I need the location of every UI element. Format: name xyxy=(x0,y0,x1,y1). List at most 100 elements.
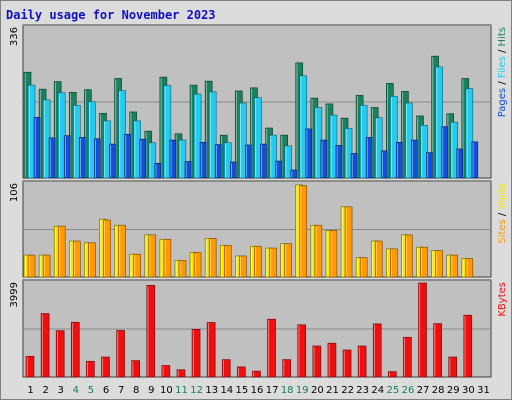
bar-kbytes-day-24 xyxy=(372,323,382,378)
bar-kbytes-day-3 xyxy=(55,330,65,378)
legend-item-pages: Pages xyxy=(497,88,508,117)
x-tick-label-day-2: 2 xyxy=(42,385,48,396)
legend-item-visits: Visits xyxy=(497,183,508,210)
legend-item-sites: Sites xyxy=(497,219,508,243)
bar-pages-day-12 xyxy=(199,141,207,179)
bar-kbytes-day-14 xyxy=(221,359,231,378)
x-tick-label-day-28: 28 xyxy=(432,385,445,396)
chart-title: Daily usage for November 2023 xyxy=(6,8,216,22)
bar-pages-day-1 xyxy=(33,116,41,179)
bar-files-day-11 xyxy=(178,139,187,179)
bar-files-day-17 xyxy=(269,134,277,179)
bar-pages-day-5 xyxy=(94,138,101,179)
bar-pages-day-4 xyxy=(78,137,86,179)
bar-kbytes-day-18 xyxy=(282,359,291,378)
bar-pages-day-21 xyxy=(335,145,343,179)
bar-sites-day-27 xyxy=(420,246,428,278)
legend-bottom: KBytes xyxy=(497,282,508,317)
bar-sites-day-2 xyxy=(42,254,51,278)
x-tick-label-day-15: 15 xyxy=(236,385,249,396)
bar-kbytes-day-25 xyxy=(388,371,397,378)
bar-sites-day-16 xyxy=(254,245,262,278)
bar-sites-day-29 xyxy=(450,254,459,278)
bar-pages-day-30 xyxy=(471,141,479,179)
bar-sites-day-10 xyxy=(163,238,172,278)
bar-kbytes-day-6 xyxy=(101,356,110,378)
bar-files-day-12 xyxy=(193,93,202,179)
x-tick-label-day-22: 22 xyxy=(341,385,354,396)
bar-kbytes-day-22 xyxy=(342,349,352,378)
bar-sites-day-23 xyxy=(359,257,368,278)
bar-files-day-15 xyxy=(239,102,247,179)
bar-pages-day-6 xyxy=(109,143,116,179)
x-tick-label-day-24: 24 xyxy=(371,385,384,396)
bar-sites-day-13 xyxy=(208,238,217,278)
bar-sites-day-9 xyxy=(148,234,157,278)
bar-sites-day-30 xyxy=(465,258,474,278)
x-tick-label-day-5: 5 xyxy=(88,385,94,396)
bar-sites-day-4 xyxy=(72,240,81,278)
x-tick-label-day-31: 31 xyxy=(477,385,490,396)
bar-sites-day-7 xyxy=(118,224,126,278)
bar-kbytes-day-28 xyxy=(433,323,442,378)
bar-kbytes-day-12 xyxy=(191,328,201,378)
x-tick-label-day-18: 18 xyxy=(281,385,294,396)
legend-item-kbytes: KBytes xyxy=(497,282,508,317)
bar-sites-day-3 xyxy=(57,225,66,278)
bar-kbytes-day-16 xyxy=(252,370,261,378)
bar-sites-day-5 xyxy=(88,242,96,278)
bar-kbytes-day-5 xyxy=(86,360,95,378)
bar-kbytes-day-7 xyxy=(116,330,125,378)
bar-kbytes-day-19 xyxy=(297,324,307,378)
bar-pages-day-9 xyxy=(154,162,162,179)
bar-sites-day-11 xyxy=(178,260,187,278)
x-tick-label-day-21: 21 xyxy=(326,385,339,396)
bar-pages-day-24 xyxy=(380,150,388,179)
bar-kbytes-day-26 xyxy=(403,336,412,378)
bar-files-day-18 xyxy=(284,145,292,179)
x-tick-label-day-12: 12 xyxy=(190,385,203,396)
bar-pages-day-7 xyxy=(124,133,131,179)
x-tick-label-day-4: 4 xyxy=(73,385,79,396)
x-tick-label-day-19: 19 xyxy=(296,385,309,396)
bar-kbytes-day-4 xyxy=(70,321,80,378)
bar-files-day-19 xyxy=(299,75,308,179)
x-tick-label-day-6: 6 xyxy=(103,385,109,396)
bar-pages-day-27 xyxy=(426,152,433,179)
bar-files-day-16 xyxy=(254,97,262,179)
bar-pages-day-16 xyxy=(260,143,267,179)
bar-kbytes-day-20 xyxy=(312,345,322,378)
bar-pages-day-23 xyxy=(365,137,373,179)
bar-pages-day-20 xyxy=(320,139,328,179)
bar-sites-day-19 xyxy=(299,185,308,278)
bar-kbytes-day-11 xyxy=(176,369,186,378)
bar-kbytes-day-1 xyxy=(25,356,35,378)
bar-sites-day-20 xyxy=(314,224,323,278)
bar-kbytes-day-27 xyxy=(418,282,427,378)
x-tick-label-day-29: 29 xyxy=(447,385,460,396)
y-max-label-bottom: 3999 xyxy=(9,282,20,307)
y-max-label-middle: 106 xyxy=(9,183,20,202)
x-tick-label-day-26: 26 xyxy=(402,385,415,396)
bar-kbytes-day-15 xyxy=(237,366,246,378)
bar-files-day-25 xyxy=(390,96,398,179)
bar-sites-day-17 xyxy=(269,247,277,278)
x-tick-label-day-23: 23 xyxy=(356,385,369,396)
bar-sites-day-15 xyxy=(239,255,247,278)
bar-files-day-27 xyxy=(420,125,428,179)
x-tick-label-day-11: 11 xyxy=(175,385,188,396)
bar-files-day-30 xyxy=(465,88,474,179)
legend-item-files: Files xyxy=(497,56,508,78)
bar-kbytes-day-30 xyxy=(463,314,473,378)
x-tick-label-day-16: 16 xyxy=(251,385,264,396)
bar-kbytes-day-10 xyxy=(161,365,171,378)
bar-files-day-9 xyxy=(148,142,157,179)
bar-pages-day-13 xyxy=(214,144,222,179)
bar-sites-day-6 xyxy=(103,219,111,278)
legend-middle: Sites / Visits xyxy=(497,183,508,244)
x-tick-label-day-7: 7 xyxy=(118,385,124,396)
bar-pages-day-3 xyxy=(63,135,71,179)
bar-sites-day-22 xyxy=(344,206,353,278)
x-tick-label-day-17: 17 xyxy=(266,385,279,396)
bar-pages-day-11 xyxy=(184,161,192,179)
